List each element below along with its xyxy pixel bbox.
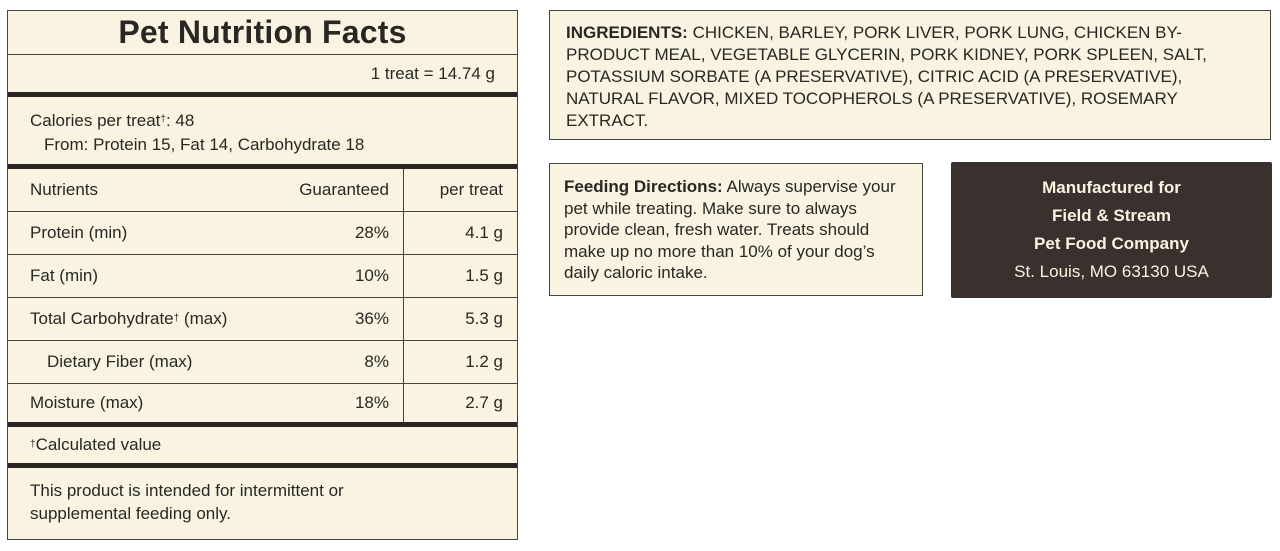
manufacturer-address: St. Louis, MO 63130 USA <box>1014 262 1209 281</box>
nutrient-row: Fat (min) 10% 1.5 g <box>8 255 517 298</box>
nutrient-guaranteed: 8% <box>364 352 389 371</box>
nutrient-row: Moisture (max) 18% 2.7 g <box>8 384 517 427</box>
nutrition-facts-panel: Pet Nutrition Facts 1 treat = 14.74 g Ca… <box>7 10 518 540</box>
nutrient-name: Protein (min) <box>30 223 128 242</box>
ingredients-label: Ingredients: <box>566 23 688 42</box>
nutrient-name: Total Carbohydrate † (max) <box>30 309 228 328</box>
nutrient-name: Moisture (max) <box>30 393 144 412</box>
ingredients-text: Chicken, Barley, Pork Liver, Pork Lung, … <box>566 23 1207 130</box>
manufacturer-company-line: Pet Food Company <box>1034 234 1189 253</box>
calories-from: From: Protein 15, Fat 14, Carbohydrate 1… <box>44 135 365 154</box>
ingredients-panel: Ingredients: Chicken, Barley, Pork Liver… <box>549 10 1271 140</box>
manufacturer-panel: Manufactured for Field & Stream Pet Food… <box>951 162 1272 298</box>
header-per-treat: per treat <box>403 169 517 211</box>
nutrient-guaranteed: 28% <box>354 223 389 242</box>
nutrient-per-treat: 5.3 g <box>403 298 517 340</box>
nutrient-row: Total Carbohydrate † (max) 36% 5.3 g <box>8 298 517 341</box>
nutrient-per-treat: 1.2 g <box>403 341 517 383</box>
nutrition-title: Pet Nutrition Facts <box>8 11 517 55</box>
calories-mark: † <box>160 114 166 125</box>
calories-label: Calories per treat <box>30 111 161 130</box>
calories-line: Calories per treat†: 48 <box>30 109 517 133</box>
footnote-mark: † <box>30 438 36 450</box>
nutrient-row: Protein (min) 28% 4.1 g <box>8 212 517 255</box>
footnote-text: Calculated value <box>35 435 162 454</box>
nutrients-header-row: Nutrients Guaranteed per treat <box>8 169 517 212</box>
nutrient-per-treat: 4.1 g <box>403 212 517 254</box>
feeding-directions-panel: Feeding Directions: Always supervise you… <box>549 163 923 296</box>
header-guaranteed: Guaranteed <box>299 180 389 199</box>
feeding-disclaimer: This product is intended for intermitten… <box>30 481 344 523</box>
manufacturer-company: Field & Stream <box>1051 206 1172 225</box>
footnote: † Calculated value <box>8 427 517 468</box>
calories-section: Calories per treat†: 48 From: Protein 15… <box>8 97 517 169</box>
nutrient-per-treat: 2.7 g <box>403 384 517 422</box>
nutrient-name: Fat (min) <box>30 266 98 285</box>
nutrient-guaranteed: 18% <box>354 393 389 412</box>
manufacturer-line: Manufactured for <box>1042 178 1181 197</box>
nutrient-per-treat: 1.5 g <box>403 255 517 297</box>
feeding-text: Always supervise your pet while treating… <box>564 177 896 282</box>
nutrient-guaranteed: 10% <box>354 266 389 285</box>
nutrient-name: Dietary Fiber (max) <box>47 352 193 371</box>
nutrient-row: Dietary Fiber (max) 8% 1.2 g <box>8 341 517 384</box>
nutrient-guaranteed: 36% <box>354 309 389 328</box>
calculated-mark: † <box>173 312 180 324</box>
feeding-label: Feeding Directions: <box>564 177 723 196</box>
calories-value: : 48 <box>165 111 195 130</box>
header-nutrients: Nutrients <box>30 180 99 199</box>
serving-size: 1 treat = 14.74 g <box>8 55 517 97</box>
